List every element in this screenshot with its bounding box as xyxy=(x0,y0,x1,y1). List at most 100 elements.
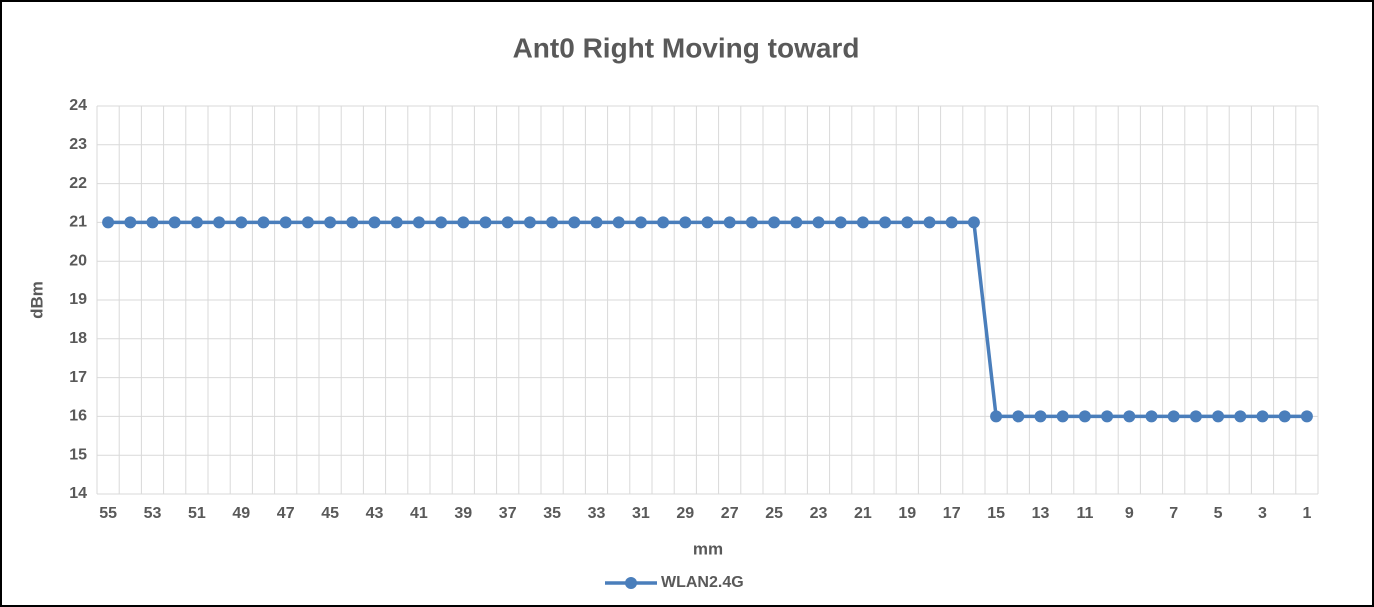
x-tick-label: 53 xyxy=(144,505,162,522)
data-point xyxy=(1167,410,1180,423)
y-tick-label: 24 xyxy=(69,97,87,114)
x-tick-label: 49 xyxy=(232,505,250,522)
x-tick-label: 27 xyxy=(721,505,739,522)
x-tick-label: 3 xyxy=(1258,505,1267,522)
y-tick-label: 20 xyxy=(69,252,87,269)
x-axis-label: mm xyxy=(693,539,723,558)
data-point xyxy=(146,216,159,229)
data-point xyxy=(679,216,692,229)
data-point xyxy=(790,216,803,229)
x-tick-label: 7 xyxy=(1169,505,1178,522)
x-tick-label: 29 xyxy=(676,505,694,522)
data-point xyxy=(967,216,980,229)
data-point xyxy=(1300,410,1313,423)
data-point xyxy=(1056,410,1069,423)
data-point xyxy=(1234,410,1247,423)
data-point xyxy=(745,216,758,229)
x-tick-label: 13 xyxy=(1032,505,1050,522)
y-tick-label: 19 xyxy=(69,291,87,308)
data-point xyxy=(190,216,203,229)
y-tick-label: 17 xyxy=(69,369,87,386)
data-point xyxy=(1256,410,1269,423)
data-point xyxy=(457,216,470,229)
x-tick-label: 11 xyxy=(1076,505,1093,522)
data-point xyxy=(102,216,115,229)
x-tick-label: 19 xyxy=(898,505,916,522)
data-point xyxy=(435,216,448,229)
data-point xyxy=(612,216,625,229)
data-point xyxy=(945,216,958,229)
x-tick-label: 39 xyxy=(454,505,472,522)
x-tick-label: 35 xyxy=(543,505,561,522)
y-tick-label: 15 xyxy=(69,446,87,463)
x-tick-label: 1 xyxy=(1302,505,1311,522)
data-point xyxy=(1123,410,1136,423)
data-point xyxy=(546,216,559,229)
x-tick-label: 55 xyxy=(99,505,117,522)
data-point xyxy=(768,216,781,229)
y-tick-label: 14 xyxy=(69,485,87,502)
y-axis-label: dBm xyxy=(27,281,46,319)
data-point xyxy=(412,216,425,229)
data-point xyxy=(523,216,536,229)
data-point xyxy=(923,216,936,229)
x-tick-label: 31 xyxy=(632,505,650,522)
data-point xyxy=(990,410,1003,423)
x-tick-label: 17 xyxy=(943,505,961,522)
data-point xyxy=(368,216,381,229)
data-point xyxy=(213,216,226,229)
data-point xyxy=(1212,410,1225,423)
data-point xyxy=(1101,410,1114,423)
data-point xyxy=(634,216,647,229)
data-point xyxy=(1145,410,1158,423)
x-tick-label: 21 xyxy=(854,505,872,522)
x-tick-label: 51 xyxy=(188,505,206,522)
x-tick-label: 45 xyxy=(321,505,339,522)
data-point xyxy=(301,216,314,229)
y-tick-label: 21 xyxy=(69,214,87,231)
data-point xyxy=(856,216,869,229)
data-point xyxy=(1278,410,1291,423)
data-point xyxy=(568,216,581,229)
data-point xyxy=(834,216,847,229)
data-point xyxy=(479,216,492,229)
data-point xyxy=(1078,410,1091,423)
y-tick-label: 18 xyxy=(69,330,87,347)
data-point xyxy=(812,216,825,229)
x-tick-label: 25 xyxy=(765,505,783,522)
data-point xyxy=(901,216,914,229)
y-tick-label: 16 xyxy=(69,408,87,425)
data-point xyxy=(501,216,514,229)
legend-marker xyxy=(625,577,637,589)
data-point xyxy=(235,216,248,229)
data-point xyxy=(279,216,292,229)
data-point xyxy=(657,216,670,229)
data-point xyxy=(723,216,736,229)
data-point xyxy=(1034,410,1047,423)
x-tick-label: 47 xyxy=(277,505,295,522)
data-point xyxy=(346,216,359,229)
x-tick-label: 9 xyxy=(1125,505,1134,522)
data-point xyxy=(701,216,714,229)
x-tick-label: 5 xyxy=(1214,505,1223,522)
data-point xyxy=(1189,410,1202,423)
x-tick-label: 33 xyxy=(588,505,606,522)
data-point xyxy=(390,216,403,229)
data-point xyxy=(590,216,603,229)
data-point xyxy=(1012,410,1025,423)
x-tick-label: 41 xyxy=(410,505,428,522)
chart-title: Ant0 Right Moving toward xyxy=(513,32,860,63)
y-tick-label: 23 xyxy=(69,136,87,153)
data-point xyxy=(324,216,337,229)
legend-label: WLAN2.4G xyxy=(661,574,744,591)
data-point xyxy=(257,216,270,229)
x-tick-label: 37 xyxy=(499,505,517,522)
x-tick-label: 15 xyxy=(987,505,1005,522)
data-point xyxy=(124,216,137,229)
data-point xyxy=(168,216,181,229)
x-tick-label: 23 xyxy=(810,505,828,522)
data-point xyxy=(879,216,892,229)
x-tick-label: 43 xyxy=(366,505,384,522)
